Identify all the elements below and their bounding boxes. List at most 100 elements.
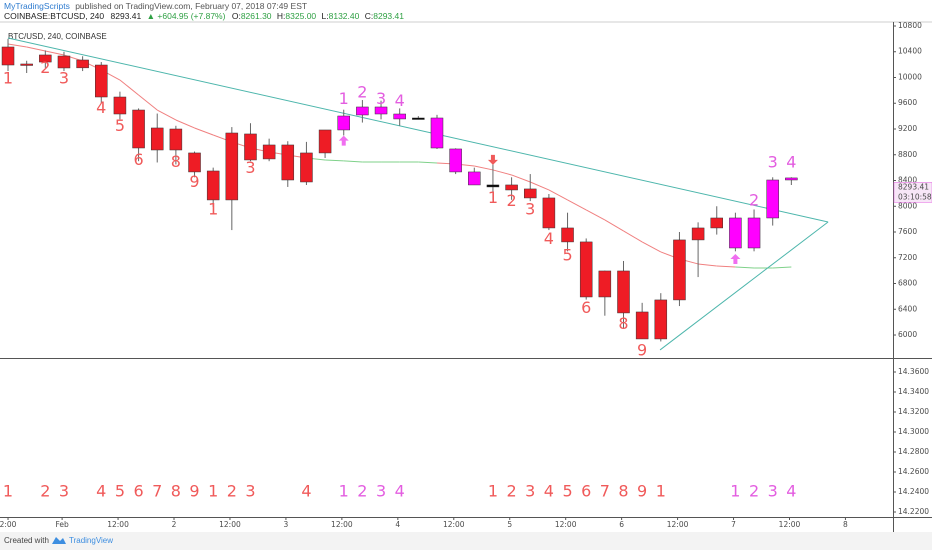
moving-average: [772, 266, 792, 269]
y2-tick-label: 14.3400: [898, 387, 929, 396]
moving-average: [735, 266, 755, 269]
td-count: 4: [544, 229, 554, 248]
td-count-lower: 6: [133, 482, 143, 501]
ohlc-value: 8132.40: [329, 11, 360, 21]
candle-body: [710, 217, 723, 229]
x-tick-label: 6: [619, 520, 624, 529]
td-count: 1: [208, 200, 218, 219]
td-count: 1: [488, 188, 498, 207]
price-change: ▲ +604.95 (+7.87%): [147, 11, 226, 21]
td-count-lower: 9: [189, 482, 199, 501]
td-count: 3: [59, 68, 69, 87]
x-tick-label: 3: [284, 520, 289, 529]
candle-body: [729, 217, 742, 249]
moving-average: [119, 79, 139, 96]
moving-average: [604, 219, 624, 232]
moving-average: [26, 46, 46, 52]
x-tick-label: 2:00: [0, 520, 17, 529]
candle-body: [318, 129, 332, 154]
candle-body: [20, 63, 33, 66]
signal-arrow: [730, 254, 741, 265]
x-tick-label: 12:00: [331, 520, 353, 529]
candle-body: [673, 239, 686, 301]
td-count-lower: 3: [59, 482, 69, 501]
signal-arrow: [338, 135, 349, 146]
moving-average: [641, 241, 662, 253]
candle-body: [356, 106, 369, 116]
x-tick-label: 7: [731, 520, 736, 529]
candle-body: [95, 64, 108, 98]
td-count-lower: 4: [301, 482, 311, 501]
x-tick-label: 4: [395, 520, 400, 529]
footer-brand[interactable]: TradingView: [69, 536, 113, 545]
x-tick-label: 2: [172, 520, 177, 529]
td-count-lower: 1: [3, 482, 13, 501]
y2-tick-label: 14.3000: [898, 427, 929, 436]
brand-logo: [52, 537, 66, 544]
x-tick-label: 8: [843, 520, 848, 529]
td-count-lower: 2: [357, 482, 367, 501]
td-count-lower: 4: [544, 482, 554, 501]
overlay: 6000 6400 6800 7200 7600 8000 8400 8800 9200 9600…: [0, 21, 932, 529]
candle-body: [281, 144, 295, 181]
moving-average: [585, 209, 606, 221]
candle-body: [654, 299, 668, 340]
moving-average: [325, 159, 344, 162]
td-count: 1: [339, 89, 349, 108]
td-count: 2: [749, 191, 759, 210]
candle-body: [449, 148, 462, 173]
td-count: 3: [245, 158, 255, 177]
x-tick-label: 12:00: [219, 520, 241, 529]
td-count-lower: 1: [730, 482, 740, 501]
y2-tick-label: 14.3200: [898, 407, 929, 416]
legend: BTC/USD, 240, COINBASE: [8, 32, 107, 41]
y-tick-label: 6000: [898, 330, 917, 339]
td-count-lower: 3: [768, 482, 778, 501]
trendline: [659, 221, 829, 351]
td-count: 6: [581, 298, 591, 317]
moving-average: [511, 174, 531, 183]
td-count: 5: [562, 245, 572, 264]
x-tick-label: 12:00: [779, 520, 801, 529]
td-count-lower: 4: [96, 482, 106, 501]
candle-body: [505, 184, 518, 191]
moving-average: [474, 165, 494, 171]
candle-body: [430, 117, 444, 149]
candle-body: [747, 217, 761, 249]
x-tick-label: 12:00: [667, 520, 689, 529]
candle-body: [206, 170, 220, 201]
x-tick-label: Feb: [55, 520, 69, 529]
td-count-lower: 9: [637, 482, 647, 501]
moving-average: [343, 160, 363, 163]
candle-body: [57, 55, 71, 69]
moving-average: [418, 161, 438, 164]
candle-body: [468, 171, 481, 186]
symbol-line: COINBASE:BTCUSD, 240 8293.41 ▲ +604.95 (…: [4, 11, 404, 21]
moving-average: [623, 230, 643, 243]
td-count: 9: [637, 341, 647, 360]
ohlc-key: L:: [322, 11, 329, 21]
candle-body: [579, 241, 593, 298]
y2-tick-label: 14.2200: [898, 507, 929, 516]
x-tick-label: 5: [507, 520, 512, 529]
td-count: 4: [96, 98, 106, 117]
td-count-lower: 8: [171, 482, 181, 501]
moving-average: [530, 181, 550, 191]
td-count-lower: 6: [581, 482, 591, 501]
td-count: 3: [376, 89, 386, 108]
td-count-lower: 2: [40, 482, 50, 501]
td-count: 8: [618, 314, 628, 333]
publisher[interactable]: MyTradingScripts: [4, 1, 70, 11]
y-tick-label: 7600: [898, 227, 917, 236]
y-tick-label: 6400: [898, 304, 917, 313]
y-tick-label: 8800: [898, 150, 917, 159]
moving-average: [567, 199, 587, 211]
td-count: 8: [171, 152, 181, 171]
candle-body: [374, 106, 388, 115]
y-tick-label: 8000: [898, 201, 917, 210]
y2-tick-label: 14.2400: [898, 487, 929, 496]
x-tick-label: 12:00: [107, 520, 129, 529]
ohlc-value: 8261.30: [241, 11, 272, 21]
td-count: 1: [3, 68, 13, 87]
